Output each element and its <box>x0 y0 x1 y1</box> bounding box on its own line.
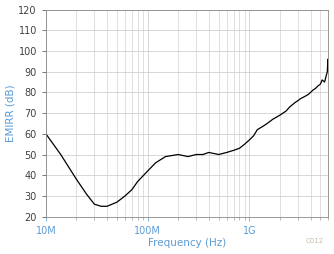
Y-axis label: EMIRR (dB): EMIRR (dB) <box>6 84 16 142</box>
X-axis label: Frequency (Hz): Frequency (Hz) <box>148 239 226 248</box>
Text: C012: C012 <box>306 238 324 244</box>
